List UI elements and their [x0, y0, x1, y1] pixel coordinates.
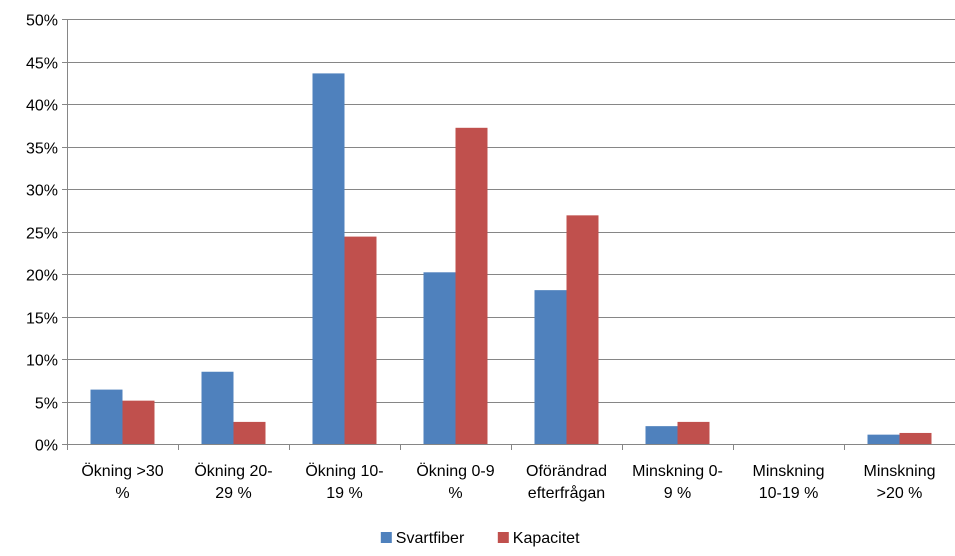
y-tick-label: 35% — [26, 141, 58, 158]
x-tick-label: Ökning 10-19 % — [305, 462, 383, 502]
x-tick-label: Minskning 0-9 % — [632, 463, 723, 502]
bar-kapacitet — [344, 236, 377, 444]
x-tick-label: Minskning >20 % — [863, 463, 935, 502]
y-tick-label: 50% — [26, 13, 58, 30]
y-tick-label: 40% — [26, 98, 58, 115]
bars — [90, 73, 932, 445]
bar-svartfiber — [534, 290, 567, 444]
legend-item-kapacitet: Kapacitet — [497, 530, 580, 547]
y-tick-label: 45% — [26, 56, 58, 73]
x-tick-label: Ökning 20-29 % — [194, 462, 272, 502]
y-tick-label: 30% — [26, 183, 58, 200]
gridlines — [67, 19, 955, 403]
legend-swatch — [497, 532, 509, 543]
y-tick-label: 15% — [26, 311, 58, 328]
legend: Svartfiber Kapacitet — [380, 530, 580, 547]
y-tick-label: 5% — [35, 396, 58, 413]
bar-kapacitet — [677, 421, 710, 444]
legend-swatch — [380, 532, 392, 543]
y-tick-label: 0% — [35, 438, 58, 455]
y-tick-labels: 0% 5% 10% 15% 20% 25% 30% 35% 40% 45% 50% — [26, 13, 58, 455]
x-tick-label: Minskning 10-19 % — [752, 463, 824, 502]
y-tick-label: 25% — [26, 226, 58, 243]
x-tick-label: Ökning 0-9% — [416, 462, 494, 502]
bar-kapacitet — [233, 421, 266, 444]
bar-kapacitet — [566, 215, 599, 444]
bar-svartfiber — [201, 371, 234, 444]
bar-kapacitet — [899, 432, 932, 444]
axes — [62, 19, 955, 450]
y-tick-label: 10% — [26, 353, 58, 370]
bar-svartfiber — [867, 434, 900, 444]
y-tick-label: 20% — [26, 268, 58, 285]
legend-label: Kapacitet — [513, 530, 580, 547]
legend-item-svartfiber: Svartfiber — [380, 530, 465, 547]
legend-label: Svartfiber — [396, 530, 465, 547]
bar-kapacitet — [122, 400, 155, 444]
x-tick-label: Ökning >30% — [81, 462, 163, 502]
bar-svartfiber — [90, 389, 123, 444]
bar-svartfiber — [423, 272, 456, 444]
x-tick-label: Oförändrad efterfrågan — [526, 463, 607, 502]
bar-kapacitet — [455, 127, 488, 445]
bar-svartfiber — [645, 426, 678, 444]
x-tick-labels: Ökning >30 % Ökning 20-29 % Ökning 10-19 % Ö… — [81, 462, 935, 502]
bar-svartfiber — [312, 73, 345, 445]
